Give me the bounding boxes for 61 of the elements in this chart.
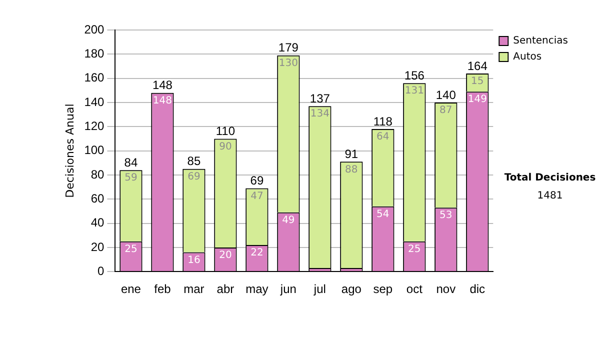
y-tick-label: 140: [84, 94, 105, 109]
data-label: 148: [152, 95, 172, 106]
total-label: 137: [310, 91, 330, 106]
x-tick-label: abr: [216, 282, 234, 296]
total-label: 91: [344, 146, 358, 161]
y-tick-label: 160: [84, 70, 105, 85]
legend-label: Autos: [513, 52, 542, 63]
y-tick-label: 60: [90, 191, 105, 206]
total-label: 69: [250, 174, 264, 188]
data-label: 54: [376, 208, 390, 220]
text: Total Decisiones: [504, 172, 596, 184]
y-tick-label: 0: [98, 264, 105, 278]
data-label: 134: [310, 108, 330, 120]
data-label: 16: [188, 254, 200, 266]
data-label: 131: [404, 86, 424, 97]
total-label: 148: [152, 78, 173, 92]
x-tick-label: oct: [406, 282, 424, 296]
data-label: 88: [345, 164, 358, 176]
total-label: 140: [436, 88, 456, 102]
x-tick-label: feb: [154, 282, 172, 296]
total-label: 85: [187, 154, 201, 168]
y-tick-label: 80: [90, 167, 105, 182]
y-tick-label: 100: [84, 143, 105, 158]
x-tick-label: nov: [436, 282, 456, 296]
data-label: 49: [282, 215, 295, 226]
x-tick-label: jun: [279, 282, 296, 296]
data-label: 25: [408, 244, 421, 255]
data-label: 15: [471, 76, 484, 88]
y-tick-label: 180: [84, 46, 105, 60]
x-tick-label: sep: [373, 282, 393, 296]
data-label: 22: [250, 248, 264, 259]
y-tick-label: 20: [90, 240, 105, 254]
data-label: 69: [188, 172, 200, 183]
data-label: 53: [440, 210, 452, 222]
x-tick-label: ene: [120, 282, 142, 296]
total-label: 84: [124, 155, 138, 170]
total-label: 179: [278, 40, 299, 55]
x-tick-label: dic: [470, 282, 486, 296]
y-axis-title: Decisiones Anual: [63, 104, 76, 198]
y-tick-label: 120: [84, 118, 105, 133]
x-tick-label: jul: [312, 282, 326, 296]
legend-label: Sentencias: [513, 36, 568, 47]
x-tick-label: mar: [184, 282, 204, 296]
data-label: 47: [250, 190, 264, 202]
y-tick-label: 40: [90, 216, 105, 230]
data-label: 64: [376, 132, 390, 143]
data-label: 59: [124, 172, 138, 184]
total-label: 156: [404, 68, 425, 82]
data-label: 87: [440, 105, 452, 116]
total-label: 110: [216, 124, 236, 138]
data-label: 90: [219, 141, 232, 152]
x-tick-label: may: [246, 282, 268, 296]
total-label: 118: [373, 114, 393, 128]
data-label: 20: [219, 250, 232, 262]
data-label: 149: [468, 94, 487, 106]
total-label: 164: [467, 58, 488, 73]
data-label: 25: [124, 244, 138, 255]
y-tick-label: 200: [84, 22, 105, 36]
data-label: 130: [278, 58, 298, 69]
text: 1481: [537, 190, 563, 202]
x-tick-label: ago: [341, 282, 362, 296]
